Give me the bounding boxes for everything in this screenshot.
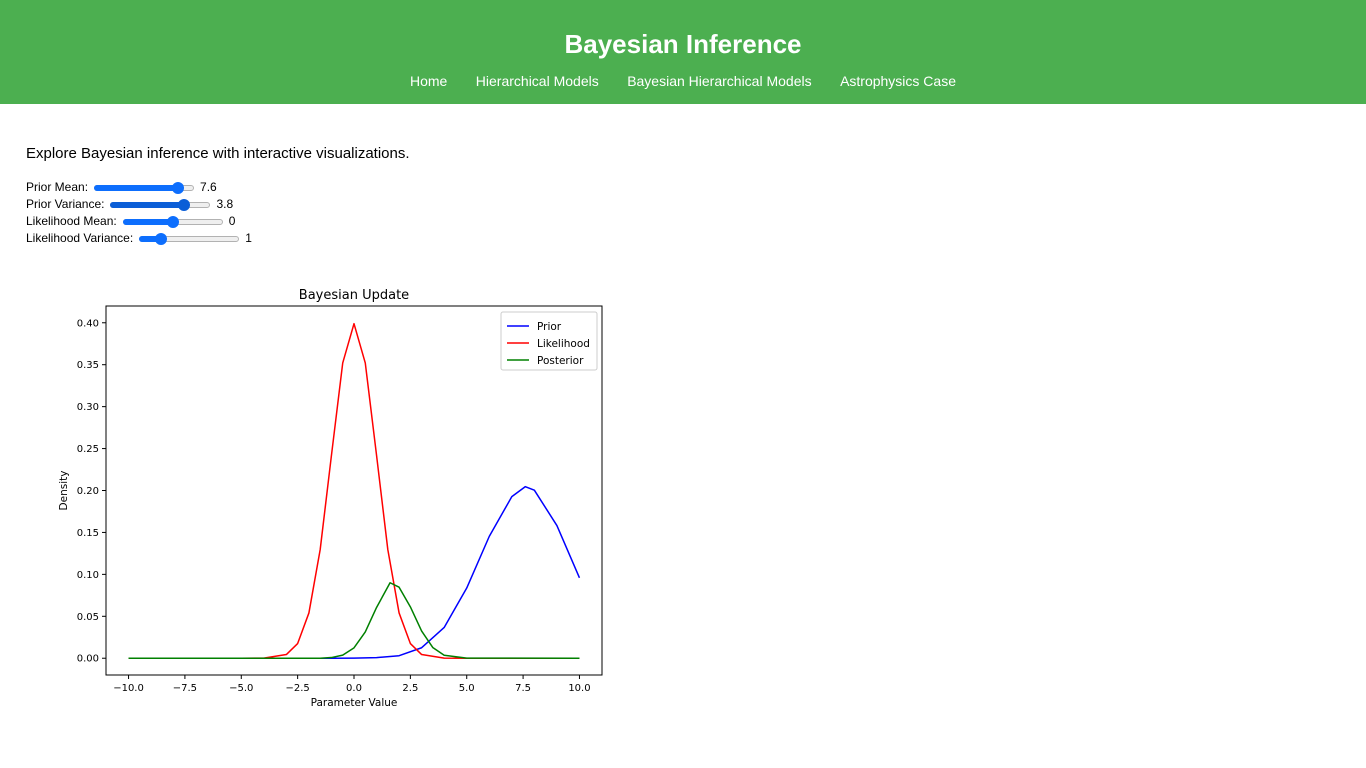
x-tick-label: −5.0 xyxy=(229,683,253,694)
series-line-posterior xyxy=(128,582,580,659)
likelihood-mean-label: Likelihood Mean: xyxy=(26,214,117,228)
prior-mean-slider[interactable] xyxy=(94,181,195,195)
y-tick-label: 0.30 xyxy=(77,402,99,413)
prior-variance-control: Prior Variance: 3.8 xyxy=(26,196,1340,213)
likelihood-mean-value: 0 xyxy=(228,214,236,228)
y-tick-label: 0.00 xyxy=(77,654,99,665)
chart-legend: Prior Likelihood Posterior xyxy=(500,311,598,371)
x-axis-label: Parameter Value xyxy=(311,697,398,709)
legend-entry: Likelihood xyxy=(537,338,590,350)
slider-thumb[interactable] xyxy=(155,232,168,245)
likelihood-variance-control: Likelihood Variance: 1 xyxy=(26,230,1340,247)
x-tick-label: 10.0 xyxy=(568,683,590,694)
nav-bayesian-hierarchical-models-link[interactable]: Bayesian Hierarchical Models xyxy=(627,73,812,89)
nav-astrophysics-case-link[interactable]: Astrophysics Case xyxy=(840,73,956,89)
y-tick-label: 0.25 xyxy=(77,444,99,455)
x-tick-label: 5.0 xyxy=(459,683,475,694)
y-tick-label: 0.40 xyxy=(77,318,99,329)
y-tick-label: 0.15 xyxy=(77,528,99,539)
nav-home-link[interactable]: Home xyxy=(409,73,448,89)
x-tick-label: −7.5 xyxy=(173,683,197,694)
likelihood-mean-control: Likelihood Mean: 0 xyxy=(26,213,1340,230)
page-title: Bayesian Inference xyxy=(564,29,802,59)
x-tick-label: −2.5 xyxy=(285,683,309,694)
chart-title: Bayesian Update xyxy=(299,288,409,303)
prior-variance-value: 3.8 xyxy=(216,197,234,211)
x-tick-label: 0.0 xyxy=(346,683,362,694)
main-content: Explore Bayesian inference with interact… xyxy=(0,145,1366,247)
prior-mean-label: Prior Mean: xyxy=(26,180,89,194)
series-line-likelihood xyxy=(128,322,580,659)
likelihood-variance-slider[interactable] xyxy=(139,232,240,246)
prior-variance-slider[interactable] xyxy=(110,198,211,212)
likelihood-variance-value: 1 xyxy=(245,231,252,245)
x-tick-label: 7.5 xyxy=(515,683,531,694)
y-tick-label: 0.05 xyxy=(77,612,99,623)
legend-entry: Prior xyxy=(537,321,562,333)
y-tick-label: 0.10 xyxy=(77,570,99,581)
nav-hierarchical-models-link[interactable]: Hierarchical Models xyxy=(475,73,599,89)
prior-mean-control: Prior Mean: 7.6 xyxy=(26,179,1340,196)
bayesian-update-chart: Bayesian Update −10.0 −7.5 −5.0 −2.5 0.0 2.5 5.… xyxy=(58,288,603,709)
y-tick-label: 0.35 xyxy=(77,360,99,371)
intro-text: Explore Bayesian inference with interact… xyxy=(26,145,410,162)
likelihood-mean-slider[interactable] xyxy=(122,215,223,229)
x-tick-label: −10.0 xyxy=(113,683,144,694)
x-tick-label: 2.5 xyxy=(402,683,418,694)
y-axis-label: Density xyxy=(58,471,70,511)
prior-variance-label: Prior Variance: xyxy=(26,197,105,211)
legend-entry: Posterior xyxy=(537,355,584,367)
slider-thumb[interactable] xyxy=(178,198,191,211)
page-header: Bayesian Inference Home Hierarchical Mod… xyxy=(0,0,1366,104)
likelihood-variance-label: Likelihood Variance: xyxy=(26,231,134,245)
y-tick-label: 0.20 xyxy=(77,486,99,497)
slider-thumb[interactable] xyxy=(172,181,185,194)
slider-thumb[interactable] xyxy=(166,215,179,228)
series-line-prior xyxy=(128,485,581,659)
prior-mean-value: 7.6 xyxy=(200,180,217,194)
main-nav: Home Hierarchical Models Bayesian Hierar… xyxy=(0,73,1366,91)
